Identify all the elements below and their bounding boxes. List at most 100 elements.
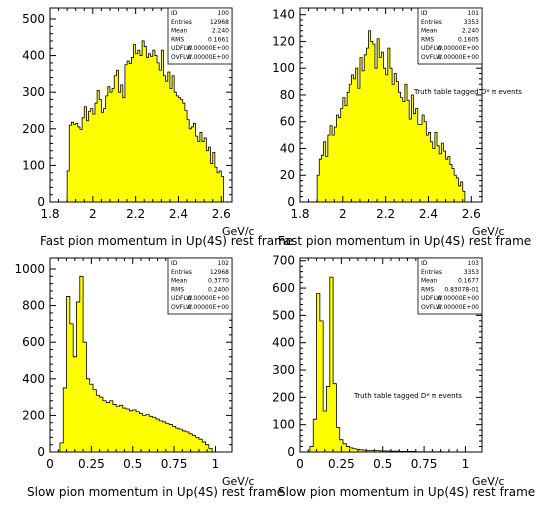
stats-label: OVFLW xyxy=(421,54,442,61)
annotation-label: Truth table tagged D* π events xyxy=(353,392,462,400)
stats-label: Mean xyxy=(421,28,438,35)
histogram-bar xyxy=(142,415,147,452)
histogram-bar xyxy=(69,323,74,452)
histogram-bar xyxy=(192,435,196,452)
histogram-bar xyxy=(362,450,367,452)
histogram-bar xyxy=(206,150,209,202)
histogram-bar xyxy=(165,423,170,452)
histogram-bar xyxy=(214,167,218,202)
histogram-bar xyxy=(334,127,337,202)
histogram-bar xyxy=(366,48,369,202)
histogram-bar xyxy=(392,84,395,202)
histogram-bar xyxy=(208,448,213,452)
y-tick-label: 400 xyxy=(22,372,45,386)
x-tick-label: 2.4 xyxy=(419,207,438,221)
histogram-bar xyxy=(344,105,348,202)
stats-value: 100 xyxy=(218,10,230,17)
histogram-bar xyxy=(426,135,429,202)
histogram-bar xyxy=(417,124,421,202)
histogram-bar xyxy=(313,419,317,452)
x-tick-label: 2.6 xyxy=(212,207,231,221)
plot-frame xyxy=(49,7,233,203)
histogram-bar xyxy=(86,120,89,202)
x-axis-label: GeV/c xyxy=(222,475,255,488)
histogram-caption: Slow pion momentum in Up(4S) rest frame xyxy=(278,485,535,499)
histogram-bar xyxy=(359,449,364,452)
histogram-bar xyxy=(452,168,455,202)
histogram-bar xyxy=(159,420,163,452)
stats-label: Mean xyxy=(171,278,188,285)
histogram-bar xyxy=(99,99,102,202)
histogram-bar xyxy=(69,125,72,202)
histogram-bar xyxy=(179,429,183,452)
histogram-panel-101: 0 20 40 60 80 100 120 140 1.8 2 2.2 2.4 2.6 ID 101 Entr… xyxy=(272,7,531,248)
stats-label: Entries xyxy=(421,19,442,26)
y-tick-label: 140 xyxy=(272,8,295,22)
histogram-bar xyxy=(99,397,104,452)
histogram-bar xyxy=(127,61,130,202)
stats-value: 0.00000E+00 xyxy=(188,54,229,61)
histogram-bar xyxy=(359,57,363,202)
histogram-bars xyxy=(317,30,466,203)
histogram-bar xyxy=(409,119,412,202)
histogram-bar xyxy=(319,320,324,452)
histogram-bar xyxy=(79,276,84,452)
y-tick-label: 0 xyxy=(287,445,295,459)
histogram-bar xyxy=(454,175,457,202)
histogram-bar xyxy=(176,95,179,202)
histogram-bar xyxy=(199,132,203,202)
histogram-bar xyxy=(149,416,153,452)
x-axis-label: GeV/c xyxy=(472,475,505,488)
stats-value: 0.1661 xyxy=(208,36,229,43)
histogram-bar xyxy=(366,450,370,452)
histogram-bar xyxy=(182,430,186,452)
histogram-bar xyxy=(387,48,391,202)
histogram-bar xyxy=(323,411,327,452)
histogram-bar xyxy=(382,450,387,452)
stats-value: 0.00000E+00 xyxy=(188,304,229,311)
histogram-bar xyxy=(82,117,85,202)
x-tick-label: 2 xyxy=(339,207,347,221)
histogram-bar xyxy=(93,389,97,452)
y-tick-label: 40 xyxy=(280,141,295,155)
y-tick-label: 60 xyxy=(280,115,295,129)
stats-label: OVFLW xyxy=(421,304,442,311)
y-tick-label: 0 xyxy=(37,195,45,209)
y-tick-label: 500 xyxy=(22,12,45,26)
histogram-bar xyxy=(317,175,320,202)
histogram-bar xyxy=(152,50,156,203)
y-tick-label: 200 xyxy=(22,122,45,136)
histogram-bar xyxy=(430,141,434,202)
stats-value: 3353 xyxy=(464,269,479,276)
stats-label: RMS xyxy=(171,36,184,43)
histogram-bar xyxy=(187,119,190,202)
histogram-bar xyxy=(162,421,167,452)
stats-label: UDFLW xyxy=(171,295,192,302)
histogram-caption: Fast pion momentum in Up(4S) rest frame xyxy=(278,234,531,248)
histogram-bar xyxy=(146,57,149,202)
histogram-bar xyxy=(63,387,67,452)
stats-value: 0.1677 xyxy=(458,278,479,285)
histogram-bar xyxy=(167,72,171,202)
histogram-bar xyxy=(139,55,143,202)
histogram-bar xyxy=(443,151,446,202)
y-tick-label: 1000 xyxy=(14,262,45,276)
x-tick-label: 2.4 xyxy=(169,207,188,221)
histogram-bar xyxy=(106,402,110,452)
y-tick-label: 400 xyxy=(272,336,295,350)
histogram-bar xyxy=(150,56,154,202)
histogram-bar xyxy=(339,439,344,452)
histogram-bar xyxy=(133,44,136,202)
histogram-bar xyxy=(97,90,100,202)
stats-value: 0.00000E+00 xyxy=(188,295,229,302)
histogram-bar xyxy=(198,439,203,452)
stats-label: Mean xyxy=(421,278,438,285)
histogram-bar xyxy=(340,108,344,202)
histogram-bar xyxy=(96,395,100,452)
histogram-bar xyxy=(374,68,378,203)
histogram-bar xyxy=(178,97,181,202)
stats-label: ID xyxy=(421,260,428,267)
histogram-bar xyxy=(428,132,431,202)
histogram-bar xyxy=(349,84,352,202)
histogram-bar xyxy=(73,356,77,452)
